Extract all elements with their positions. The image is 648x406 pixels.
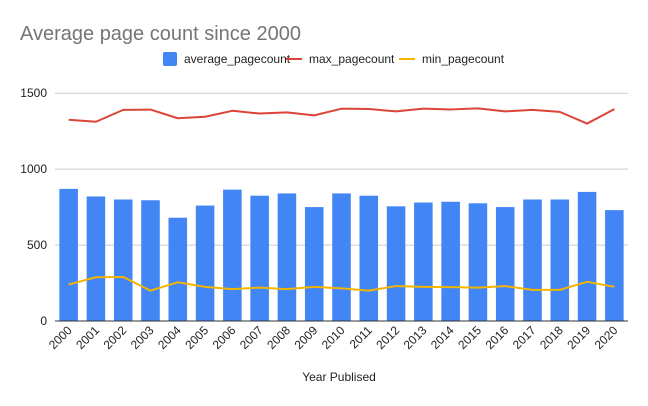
x-tick-label-2004: 2004 [155,323,184,352]
bar-2000 [59,189,78,321]
legend-swatch-average-pagecount [163,52,177,66]
bar-2004 [169,218,188,321]
x-tick-label-2006: 2006 [210,323,239,352]
x-tick-label-2015: 2015 [455,323,484,352]
bar-2005 [196,206,215,321]
y-tick-label-500: 500 [27,238,47,252]
bar-2019 [578,192,597,321]
x-tick-label-2018: 2018 [537,323,566,352]
bar-2010 [332,193,351,321]
bar-2012 [387,206,406,321]
x-tick-label-2008: 2008 [264,323,293,352]
x-tick-label-2011: 2011 [347,323,375,351]
y-tick-label-1500: 1500 [20,86,47,100]
legend-label-average-pagecount: average_pagecount [184,52,291,66]
bar-2009 [305,207,324,321]
x-tick-label-2012: 2012 [373,323,402,352]
bar-2007 [250,196,269,321]
x-tick-label-2002: 2002 [101,323,130,352]
legend: average_pagecount max_pagecount min_page… [163,52,505,66]
x-tick-label-2007: 2007 [237,323,266,352]
bar-2020 [605,210,624,321]
bar-2017 [523,200,542,322]
y-tick-label-0: 0 [40,314,47,328]
x-tick-label-2020: 2020 [592,323,621,352]
x-tick-label-2003: 2003 [128,323,157,352]
legend-label-max-pagecount: max_pagecount [309,52,395,66]
x-axis-tick-labels: 2000200120022003200420052006200720082009… [46,323,621,352]
bar-2016 [496,207,515,321]
bar-2011 [360,196,379,321]
bar-2002 [114,200,133,322]
x-tick-label-2013: 2013 [401,323,430,352]
x-tick-label-2009: 2009 [292,323,321,352]
bar-2014 [441,202,460,321]
bar-2001 [87,196,106,321]
legend-label-min-pagecount: min_pagecount [422,52,505,66]
x-tick-label-2016: 2016 [483,323,512,352]
x-tick-label-2000: 2000 [46,323,75,352]
x-tick-label-2010: 2010 [319,323,348,352]
bar-2018 [551,200,570,322]
y-axis-tick-labels: 0 500 1000 1500 [20,86,47,328]
bar-2006 [223,190,242,321]
x-tick-label-2001: 2001 [73,323,102,352]
x-tick-label-2005: 2005 [182,323,211,352]
x-tick-label-2014: 2014 [428,323,457,352]
y-tick-label-1000: 1000 [20,162,47,176]
bar-2008 [278,193,297,321]
x-tick-label-2017: 2017 [510,323,539,352]
chart-title: Average page count since 2000 [20,23,301,45]
x-tick-label-2019: 2019 [564,323,593,352]
bar-2015 [469,203,488,321]
bar-2003 [141,200,160,321]
line-max-pagecount [69,108,615,123]
bar-series-average-pagecount [59,189,623,321]
x-axis-title: Year Publised [302,370,376,384]
bar-2013 [414,203,433,321]
